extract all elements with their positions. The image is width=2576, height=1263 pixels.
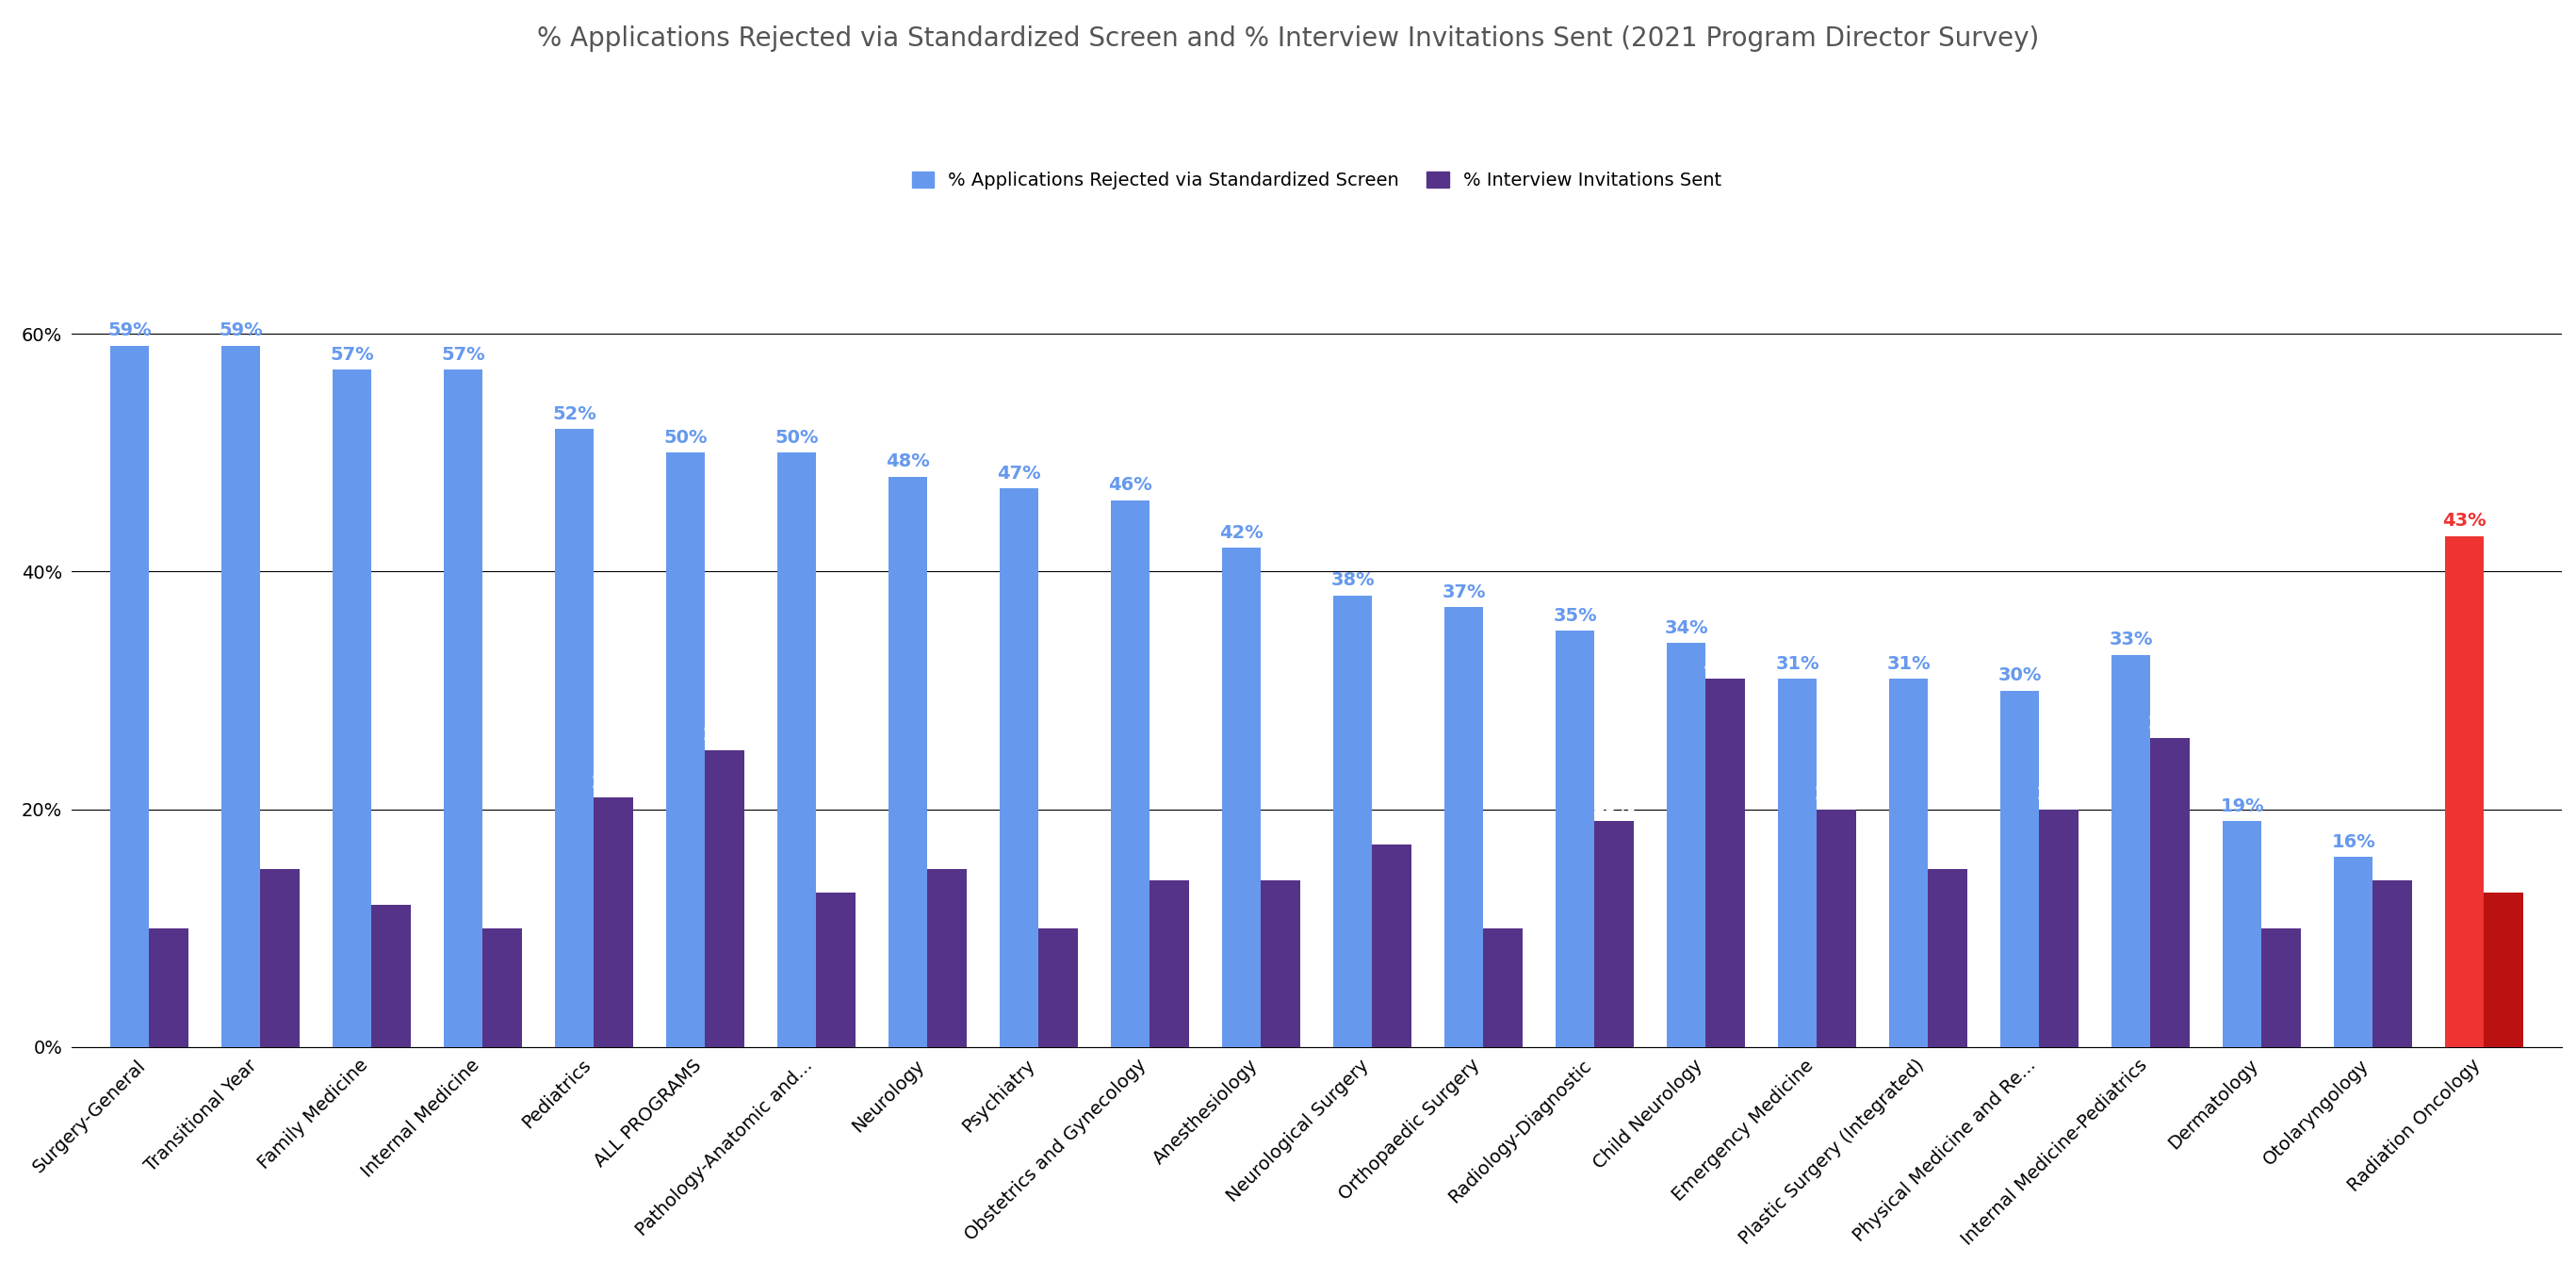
Bar [1888, 678, 1929, 1047]
Bar [999, 489, 1038, 1047]
Bar [1777, 678, 1816, 1047]
Text: 15%: 15% [1927, 845, 1971, 863]
Bar [1816, 810, 1855, 1047]
Text: 33%: 33% [2110, 632, 2154, 649]
Text: 37%: 37% [1443, 584, 1486, 601]
Bar [149, 928, 188, 1047]
Bar [371, 904, 410, 1047]
Bar [706, 750, 744, 1047]
Bar [1705, 678, 1744, 1047]
Bar [1556, 632, 1595, 1047]
Bar [2334, 856, 2372, 1047]
Text: 31%: 31% [1703, 654, 1747, 673]
Bar [1334, 595, 1373, 1047]
Text: 14%: 14% [1146, 856, 1190, 875]
Text: 19%: 19% [2221, 797, 2264, 815]
Bar [1262, 880, 1301, 1047]
Text: 50%: 50% [775, 429, 819, 447]
Text: 10%: 10% [479, 904, 526, 922]
Text: % Applications Rejected via Standardized Screen and % Interview Invitations Sent: % Applications Rejected via Standardized… [536, 25, 2040, 52]
Bar [1595, 821, 1633, 1047]
Bar [332, 370, 371, 1047]
Bar [2262, 928, 2300, 1047]
Text: 15%: 15% [925, 845, 969, 863]
Text: 12%: 12% [368, 880, 412, 898]
Text: 43%: 43% [2442, 512, 2486, 530]
Text: 14%: 14% [2370, 856, 2414, 875]
Bar [927, 869, 966, 1047]
Bar [889, 476, 927, 1047]
Text: 47%: 47% [997, 465, 1041, 482]
Bar [1667, 643, 1705, 1047]
Bar [1149, 880, 1190, 1047]
Text: 31%: 31% [1775, 654, 1819, 673]
Bar [2483, 893, 2522, 1047]
Bar [482, 928, 523, 1047]
Text: 50%: 50% [665, 429, 708, 447]
Text: 26%: 26% [2148, 714, 2192, 733]
Bar [1484, 928, 1522, 1047]
Bar [2223, 821, 2262, 1047]
Legend: % Applications Rejected via Standardized Screen, % Interview Invitations Sent: % Applications Rejected via Standardized… [904, 164, 1728, 197]
Text: 38%: 38% [1332, 571, 1376, 590]
Text: 59%: 59% [108, 322, 152, 340]
Text: 30%: 30% [1999, 667, 2043, 685]
Bar [222, 346, 260, 1047]
Bar [260, 869, 299, 1047]
Bar [778, 452, 817, 1047]
Text: 57%: 57% [440, 346, 484, 364]
Text: 34%: 34% [1664, 619, 1708, 637]
Text: 48%: 48% [886, 452, 930, 471]
Text: 20%: 20% [2038, 786, 2081, 803]
Text: 13%: 13% [814, 869, 858, 887]
Bar [667, 452, 706, 1047]
Text: 16%: 16% [2331, 834, 2375, 851]
Bar [2372, 880, 2411, 1047]
Text: 10%: 10% [1481, 904, 1525, 922]
Text: 14%: 14% [1260, 856, 1303, 875]
Bar [595, 797, 634, 1047]
Text: 25%: 25% [703, 726, 747, 744]
Bar [1445, 608, 1484, 1047]
Bar [1929, 869, 1968, 1047]
Bar [2445, 536, 2483, 1047]
Bar [817, 893, 855, 1047]
Text: 52%: 52% [554, 405, 598, 423]
Bar [554, 429, 595, 1047]
Bar [2040, 810, 2079, 1047]
Text: 17%: 17% [1370, 821, 1414, 839]
Text: 57%: 57% [330, 346, 374, 364]
Text: 42%: 42% [1218, 524, 1265, 542]
Bar [2112, 654, 2151, 1047]
Text: 20%: 20% [1814, 786, 1857, 803]
Text: 31%: 31% [1886, 654, 1929, 673]
Bar [111, 346, 149, 1047]
Text: 19%: 19% [1592, 797, 1636, 815]
Text: 10%: 10% [2259, 904, 2303, 922]
Bar [1221, 548, 1262, 1047]
Bar [1038, 928, 1077, 1047]
Text: 15%: 15% [258, 845, 301, 863]
Text: 10%: 10% [147, 904, 191, 922]
Text: 35%: 35% [1553, 608, 1597, 625]
Text: 59%: 59% [219, 322, 263, 340]
Bar [1373, 845, 1412, 1047]
Bar [2002, 691, 2040, 1047]
Text: 21%: 21% [592, 773, 636, 792]
Text: 46%: 46% [1108, 476, 1151, 494]
Bar [1110, 500, 1149, 1047]
Bar [443, 370, 482, 1047]
Text: 10%: 10% [1036, 904, 1079, 922]
Text: 13%: 13% [2481, 869, 2524, 887]
Bar [2151, 738, 2190, 1047]
